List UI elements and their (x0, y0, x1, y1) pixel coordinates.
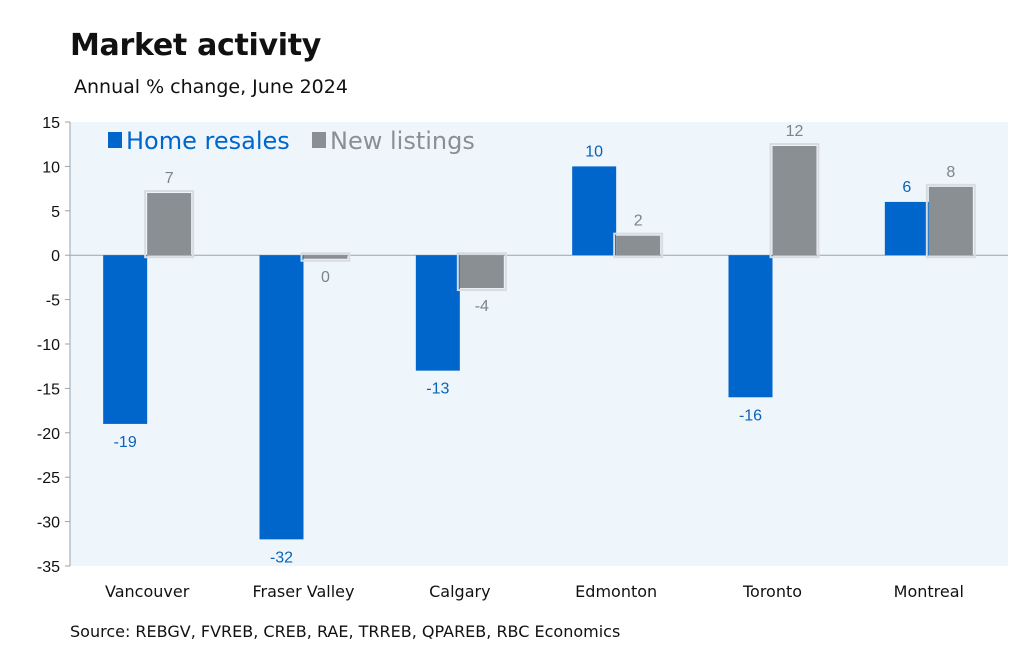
y-tick-label: 10 (42, 159, 60, 176)
bar-outline (144, 190, 195, 259)
new-listings-label-toronto: 12 (786, 123, 804, 140)
y-tick-label: 15 (42, 115, 60, 132)
new-listings-bar-toronto (772, 145, 817, 256)
y-tick-label: -5 (46, 293, 60, 310)
legend-label-new-listings: New listings (330, 127, 475, 155)
x-category-label: Fraser Valley (253, 582, 355, 601)
bar-outline (613, 232, 664, 259)
legend-swatch-new-listings (312, 132, 326, 148)
plot-area (70, 122, 1008, 566)
bar-outline (456, 252, 507, 292)
new-listings-bar-montreal (928, 186, 973, 256)
home-resales-label-edmonton: 10 (585, 143, 603, 160)
home-resales-bar-calgary (415, 255, 460, 371)
x-category-label: Montreal (894, 582, 964, 601)
home-resales-label-calgary: -13 (426, 381, 449, 398)
x-category-label: Toronto (742, 582, 802, 601)
bar-outline (769, 142, 820, 259)
y-tick-label: -10 (37, 337, 60, 354)
home-resales-label-fraser-valley: -32 (270, 549, 293, 566)
home-resales-label-vancouver: -19 (114, 434, 137, 451)
new-listings-label-montreal: 8 (946, 164, 955, 181)
x-category-label: Edmonton (575, 582, 657, 601)
bar-outline (300, 252, 351, 262)
y-tick-label: -35 (37, 559, 60, 576)
y-tick-label: 5 (51, 204, 60, 221)
y-tick-label: 0 (51, 248, 60, 265)
home-resales-bar-edmonton (572, 166, 617, 256)
x-category-label: Vancouver (105, 582, 190, 601)
legend-swatch-home-resales (108, 132, 122, 148)
home-resales-bar-montreal (884, 201, 929, 256)
new-listings-bar-edmonton (616, 235, 661, 256)
chart-subtitle: Annual % change, June 2024 (74, 76, 348, 98)
chart-title: Market activity (70, 28, 322, 63)
home-resales-label-toronto: -16 (739, 407, 762, 424)
new-listings-bar-fraser-valley (303, 255, 348, 259)
new-listings-bar-calgary (459, 255, 504, 289)
home-resales-bar-vancouver (103, 255, 148, 424)
legend-label-home-resales: Home resales (126, 127, 290, 155)
y-tick-label: -15 (37, 381, 60, 398)
source-note: Source: REBGV, FVREB, CREB, RAE, TRREB, … (70, 622, 621, 641)
new-listings-bar-vancouver (147, 193, 192, 256)
home-resales-bar-toronto (728, 255, 773, 398)
bar-outline (925, 183, 976, 259)
home-resales-label-montreal: 6 (902, 179, 911, 196)
new-listings-label-edmonton: 2 (634, 213, 643, 230)
new-listings-label-calgary: -4 (475, 298, 489, 315)
home-resales-bar-fraser-valley (259, 255, 304, 540)
new-listings-label-fraser-valley: 0 (321, 269, 330, 286)
x-category-label: Calgary (429, 582, 490, 601)
new-listings-label-vancouver: 7 (165, 170, 174, 187)
y-tick-label: -30 (37, 515, 60, 532)
y-tick-label: -25 (37, 470, 60, 487)
y-tick-label: -20 (37, 426, 60, 443)
